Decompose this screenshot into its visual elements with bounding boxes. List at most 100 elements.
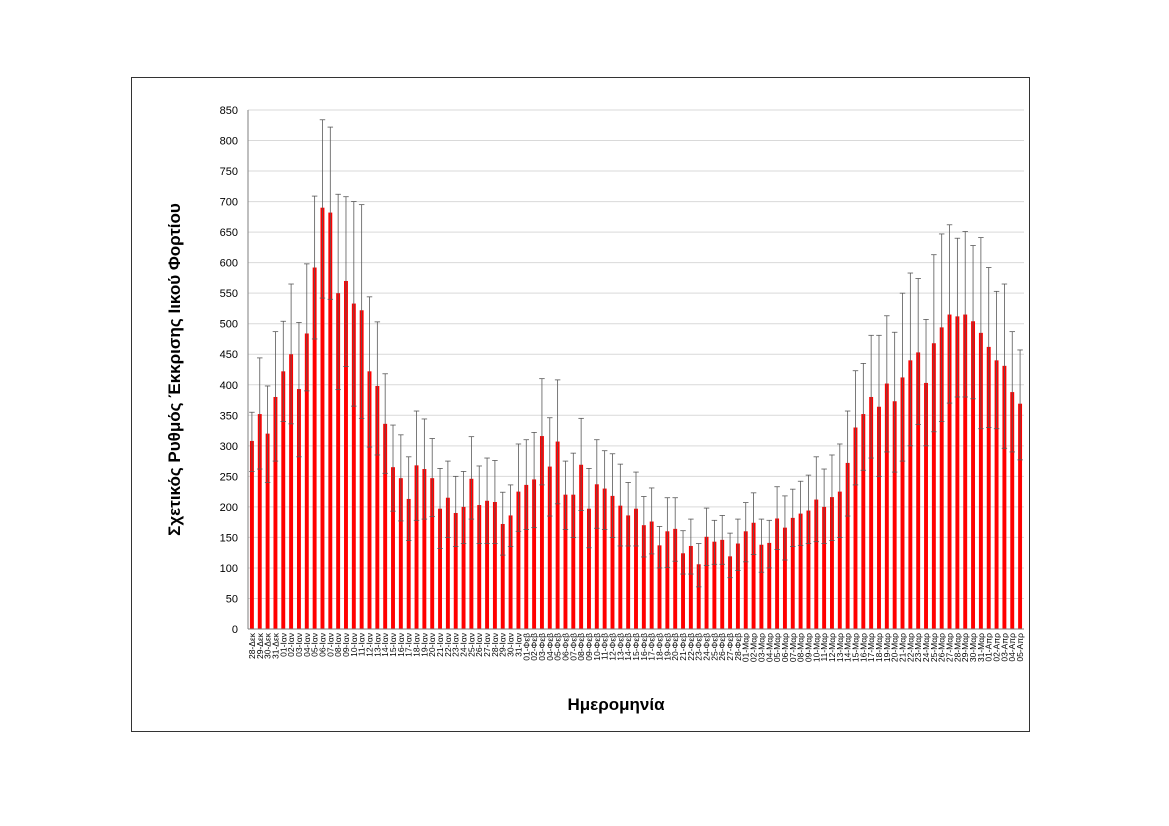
- x-tick-label: 05-Ιαν: [310, 633, 320, 657]
- bar: [492, 501, 497, 629]
- bar: [618, 505, 623, 629]
- x-tick-label: 31-Μαρ: [976, 633, 986, 662]
- x-tick-label: 13-Μαρ: [835, 633, 845, 662]
- x-tick-label: 22-Φεβ: [686, 633, 696, 661]
- bar: [312, 267, 317, 629]
- x-tick-label: 10-Μαρ: [811, 633, 821, 662]
- bar: [641, 525, 646, 629]
- x-tick-label: 25-Φεβ: [709, 633, 719, 661]
- bar: [563, 494, 568, 629]
- bar: [861, 414, 866, 629]
- x-tick-label: 04-Φεβ: [545, 633, 555, 661]
- x-tick-label: 24-Μαρ: [921, 633, 931, 662]
- x-tick-label: 01-Απρ: [984, 633, 994, 662]
- bar: [814, 499, 819, 629]
- y-tick-label: 650: [220, 227, 238, 239]
- x-tick-label: 21-Ιαν: [435, 633, 445, 657]
- x-tick-label: 19-Ιαν: [419, 633, 429, 657]
- bar: [978, 332, 983, 629]
- bar: [845, 462, 850, 629]
- bar: [728, 556, 733, 629]
- bar: [626, 515, 631, 629]
- x-tick-label: 18-Μαρ: [874, 633, 884, 662]
- x-tick-label: 20-Φεβ: [670, 633, 680, 661]
- x-tick-label: 01-Ιαν: [278, 633, 288, 657]
- x-tick-label: 07-Ιαν: [325, 633, 335, 657]
- x-tick-label: 26-Φεβ: [717, 633, 727, 661]
- x-tick-label: 14-Φεβ: [623, 633, 633, 661]
- x-tick-label: 05-Απρ: [1015, 633, 1025, 662]
- x-tick-label: 28-Ιαν: [490, 633, 500, 657]
- x-tick-label: 08-Φεβ: [576, 633, 586, 661]
- x-tick-label: 24-Φεβ: [702, 633, 712, 661]
- y-tick-label: 400: [220, 380, 238, 392]
- bar: [743, 531, 748, 629]
- bar: [508, 515, 513, 629]
- x-tick-label: 11-Φεβ: [600, 633, 610, 660]
- bar: [931, 343, 936, 629]
- bar: [398, 478, 403, 629]
- bar: [438, 508, 442, 629]
- x-tick-label: 06-Ιαν: [317, 633, 327, 657]
- x-tick-label: 04-Μαρ: [764, 633, 774, 662]
- x-tick-label: 25-Μαρ: [929, 633, 939, 662]
- bar: [485, 500, 490, 629]
- bar: [775, 518, 780, 629]
- y-tick-label: 300: [220, 441, 238, 453]
- x-tick-label: 23-Ιαν: [451, 633, 461, 657]
- x-tick-label: 07-Φεβ: [568, 633, 578, 661]
- bar: [782, 527, 787, 629]
- bar: [916, 352, 921, 629]
- y-tick-label: 600: [220, 258, 238, 270]
- y-tick-label: 150: [220, 532, 238, 544]
- bar: [391, 467, 395, 629]
- bar: [720, 539, 725, 629]
- x-tick-label: 29-Δεκ: [255, 632, 265, 659]
- x-tick-label: 30-Ιαν: [506, 633, 516, 657]
- x-tick-label: 15-Ιαν: [388, 633, 398, 657]
- bar: [681, 553, 685, 629]
- bars: [249, 207, 1023, 629]
- x-tick-label: 21-Φεβ: [678, 633, 688, 661]
- x-tick-label: 04-Απρ: [1007, 633, 1017, 662]
- bar: [1002, 365, 1007, 629]
- x-tick-label: 14-Μαρ: [843, 633, 853, 662]
- bar: [430, 478, 435, 629]
- x-tick-label: 12-Μαρ: [827, 633, 837, 662]
- bar: [634, 508, 638, 629]
- bar: [877, 406, 881, 629]
- y-axis-ticks: 0 50 100 150 200 250 300 350 400 450 500 550 600 650 7…: [220, 105, 238, 636]
- x-tick-label: 28-Δεκ: [247, 632, 257, 659]
- bar: [320, 207, 325, 629]
- bar: [477, 505, 482, 629]
- bar: [594, 484, 599, 629]
- x-tick-label: 11-Ιαν: [357, 633, 367, 656]
- x-tick-label: 02-Ιαν: [286, 633, 296, 657]
- x-tick-label: 09-Μαρ: [803, 633, 813, 662]
- bar: [837, 491, 842, 629]
- y-tick-label: 0: [232, 624, 238, 636]
- bar: [571, 494, 576, 629]
- bar: [359, 310, 364, 629]
- y-tick-label: 50: [226, 593, 238, 605]
- bar: [971, 321, 976, 629]
- bar: [281, 371, 286, 629]
- x-tick-label: 05-Φεβ: [553, 633, 563, 661]
- bar: [798, 513, 803, 629]
- bar: [414, 465, 419, 629]
- bar: [673, 528, 678, 629]
- y-tick-label: 850: [220, 105, 238, 117]
- x-tick-label: 17-Φεβ: [647, 633, 657, 661]
- x-tick-label: 01-Μαρ: [741, 633, 751, 662]
- x-tick-label: 18-Ιαν: [412, 633, 422, 657]
- y-tick-label: 450: [220, 349, 238, 361]
- bar: [853, 427, 858, 629]
- x-tick-label: 17-Μαρ: [866, 633, 876, 662]
- bar: [422, 469, 427, 629]
- y-tick-label: 100: [220, 563, 238, 575]
- x-tick-label: 19-Φεβ: [662, 633, 672, 661]
- y-tick-label: 800: [220, 136, 238, 148]
- bar: [532, 479, 537, 629]
- x-tick-label: 11-Μαρ: [819, 633, 829, 662]
- x-tick-label: 14-Ιαν: [380, 633, 390, 657]
